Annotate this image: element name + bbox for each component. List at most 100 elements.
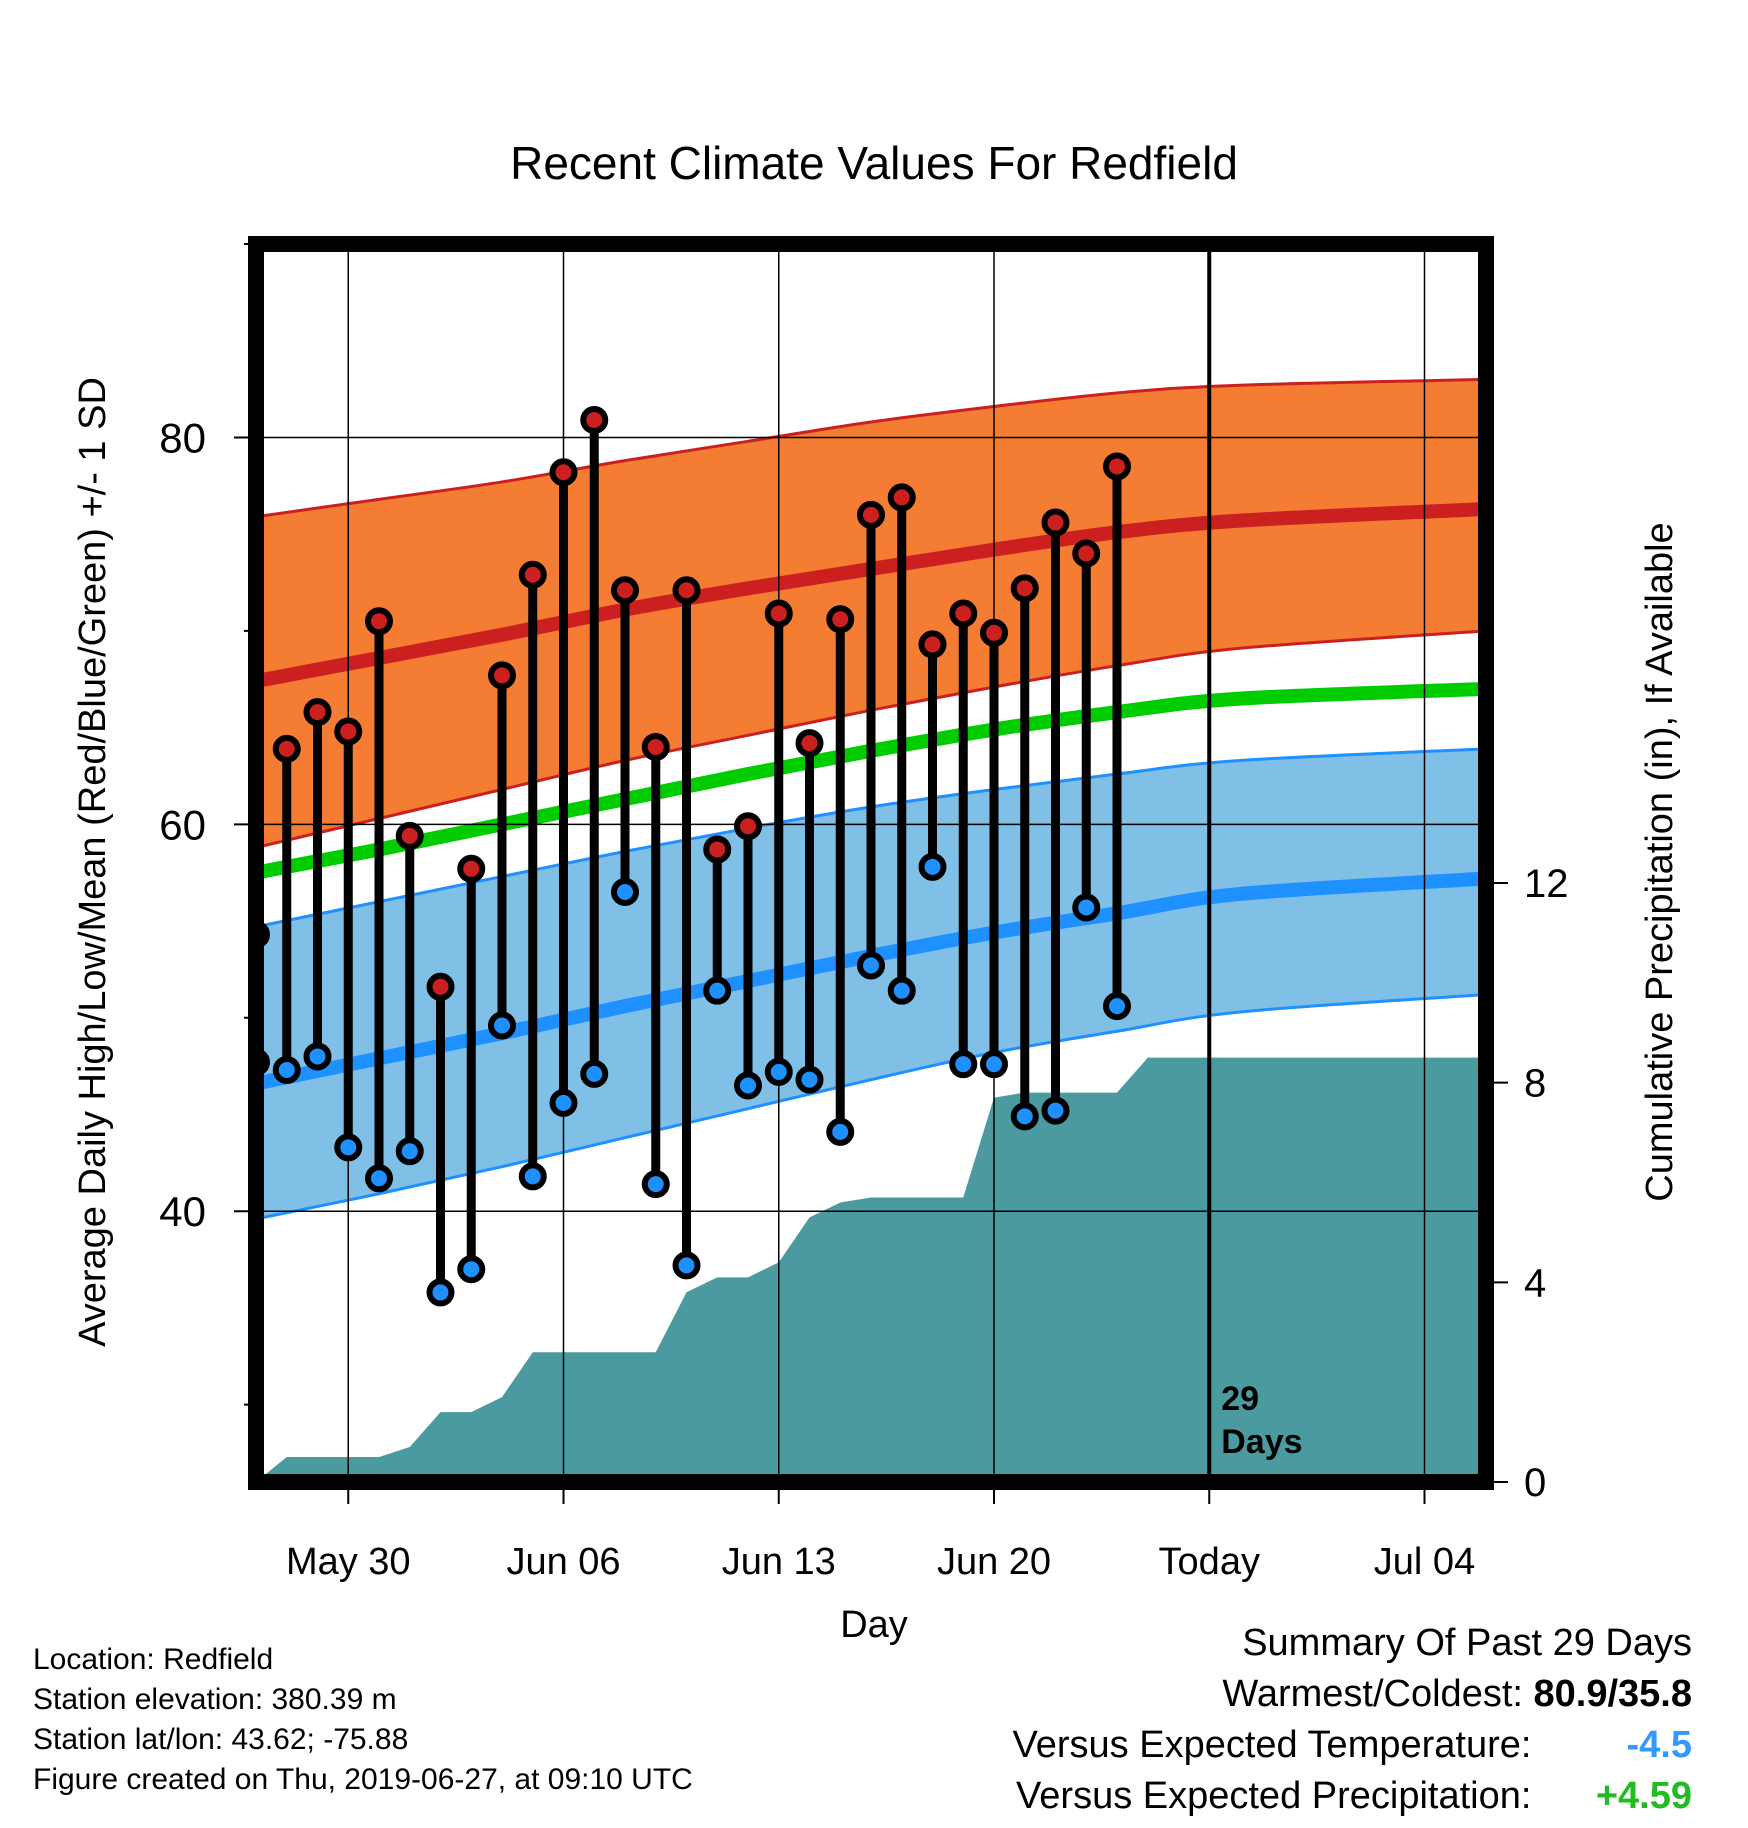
high-lower-line [256, 629, 1486, 849]
obs-low-point [887, 976, 916, 1005]
obs-high-point [580, 406, 609, 435]
obs-high-point [303, 698, 332, 727]
y-tick-label: 80 [159, 414, 206, 461]
today-days-label: Days [1221, 1423, 1302, 1461]
plot-content [256, 244, 1486, 1482]
precip-label: Versus Expected Precipitation: [1016, 1775, 1532, 1817]
y2-tick-label: 0 [1524, 1461, 1546, 1505]
obs-low-point [918, 852, 947, 881]
obs-low-point [272, 1055, 301, 1084]
chart-title: Recent Climate Values For Redfield [510, 137, 1238, 189]
obs-low-point [457, 1255, 486, 1284]
obs-high-point [611, 576, 639, 605]
summary-heading: Summary Of Past 29 Days [1242, 1622, 1692, 1664]
obs-low-point [488, 1011, 516, 1040]
x-tick-label: Jun 06 [506, 1541, 620, 1583]
obs-low-point [641, 1170, 670, 1199]
precip-value: +4.59 [1595, 1775, 1692, 1817]
info-created: Figure created on Thu, 2019-06-27, at 09… [33, 1763, 693, 1796]
summary-temp: Versus Expected Temperature: -4.5 [1013, 1720, 1692, 1771]
obs-low-point [672, 1251, 701, 1280]
obs-low-point [857, 951, 885, 980]
x-axis-label: Day [840, 1604, 908, 1646]
info-elevation: Station elevation: 380.39 m [33, 1683, 397, 1716]
obs-high-point [518, 560, 547, 589]
obs-high-point [1103, 452, 1131, 481]
y-tick-label: 40 [159, 1188, 206, 1235]
obs-high-point [641, 732, 670, 761]
obs-low-point [549, 1088, 578, 1117]
obs-low-point [703, 976, 732, 1005]
observations [256, 406, 1131, 1307]
obs-high-point [426, 972, 455, 1001]
y2-axis-label: Cumulative Precipitation (in), If Availa… [1639, 522, 1681, 1201]
obs-low-point [303, 1042, 332, 1071]
x-tick-label: May 30 [286, 1541, 411, 1583]
y-axis-label: Average Daily High/Low/Mean (Red/Blue/Gr… [72, 377, 114, 1347]
obs-low-point [795, 1065, 824, 1094]
warm-cold-label: Warmest/Coldest: [1222, 1673, 1523, 1715]
y2-tick-label: 12 [1524, 862, 1569, 906]
obs-high-point [734, 812, 762, 841]
station-info: Location: Redfield Station elevation: 38… [33, 1640, 693, 1800]
plot-area: 29 Days 40 60 80 0 4 8 12 May 30 Jun 06 Jun 13 Jun 2… [159, 236, 1569, 1583]
high-upper-line [256, 377, 1486, 519]
obs-high-point [857, 500, 885, 529]
high-mean-line [256, 502, 1486, 689]
obs-high-point [918, 630, 947, 659]
low-lower-line [256, 993, 1486, 1221]
x-tick-label: Today [1159, 1541, 1260, 1583]
y2-tick-label: 4 [1524, 1261, 1546, 1305]
summary-panel: Summary Of Past 29 Days Warmest/Coldest:… [1013, 1618, 1692, 1822]
obs-high-point [1072, 539, 1101, 568]
obs-high-point [488, 661, 516, 690]
temp-value: -4.5 [1626, 1724, 1692, 1766]
obs-low-point [334, 1133, 363, 1162]
obs-high-point [457, 854, 486, 883]
temp-label: Versus Expected Temperature: [1012, 1724, 1532, 1766]
obs-low-point [1072, 893, 1101, 922]
x-tick-label: Jul 04 [1374, 1541, 1475, 1583]
obs-high-point [672, 576, 701, 605]
info-location: Location: Redfield [33, 1643, 274, 1676]
obs-low-point [826, 1117, 855, 1146]
mean-line [256, 681, 1486, 880]
summary-warm-cold: Warmest/Coldest: 80.9/35.8 [1013, 1669, 1692, 1720]
y2-tick-label: 8 [1524, 1062, 1546, 1106]
obs-low-point [949, 1050, 978, 1079]
obs-high-point [1010, 574, 1039, 603]
obs-low-point [1010, 1102, 1039, 1131]
today-days-count: 29 [1221, 1380, 1259, 1418]
obs-low-point [764, 1057, 793, 1086]
obs-low-point [1041, 1096, 1070, 1125]
obs-high-point [949, 599, 978, 628]
obs-high-point [395, 821, 424, 850]
obs-low-point [365, 1164, 393, 1193]
obs-high-point [272, 734, 301, 763]
low-mean-line [256, 871, 1486, 1091]
obs-high-point [703, 835, 732, 864]
obs-high-point [549, 458, 578, 487]
obs-low-point [611, 878, 639, 907]
obs-low-point [580, 1059, 609, 1088]
summary-precip: Versus Expected Precipitation: +4.59 [1013, 1771, 1692, 1822]
obs-low-point [734, 1071, 762, 1100]
obs-high-point [980, 618, 1008, 647]
obs-high-point [365, 607, 393, 636]
x-tick-label: Jun 13 [722, 1541, 836, 1583]
info-latlon: Station lat/lon: 43.62; -75.88 [33, 1723, 409, 1756]
obs-high-point [795, 729, 824, 758]
obs-high-point [334, 717, 363, 746]
plot-frame [248, 236, 1494, 1490]
y-tick-label: 60 [159, 801, 206, 848]
obs-low-point [518, 1162, 547, 1191]
obs-high-point [887, 483, 916, 512]
x-tick-label: Jun 20 [937, 1541, 1051, 1583]
obs-low-point [395, 1137, 424, 1166]
obs-low-point [426, 1278, 455, 1307]
obs-high-point [764, 599, 793, 628]
warm-cold-value: 80.9/35.8 [1533, 1673, 1692, 1715]
obs-low-point [1103, 992, 1131, 1021]
low-upper-line [256, 747, 1486, 929]
